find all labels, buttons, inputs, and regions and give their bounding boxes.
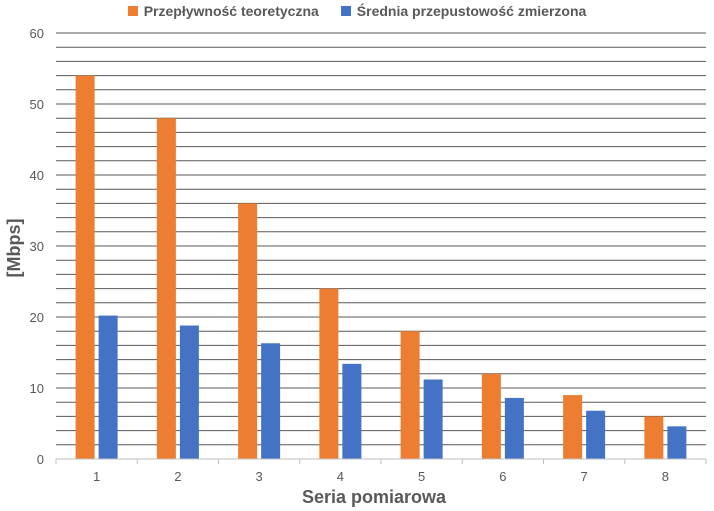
y-axis-title: [Mbps] xyxy=(4,219,24,278)
y-tick-label: 50 xyxy=(30,97,44,112)
x-tick-label: 2 xyxy=(174,469,181,484)
legend: Przepływność teoretyczna Średnia przepus… xyxy=(0,3,714,19)
bar-measured xyxy=(667,426,687,459)
legend-label-measured: Średnia przepustowość zmierzona xyxy=(356,3,587,19)
y-tick-label: 60 xyxy=(30,26,44,41)
x-tick-label: 8 xyxy=(662,469,669,484)
bar-measured xyxy=(261,343,281,459)
gridlines xyxy=(56,32,706,446)
y-axis: 0 10 20 30 40 50 60 xyxy=(30,26,44,467)
legend-item-measured: Średnia przepustowość zmierzona xyxy=(340,3,587,19)
bar-theoretical xyxy=(75,75,95,459)
x-tick-label: 6 xyxy=(499,469,506,484)
x-tick-label: 4 xyxy=(337,469,344,484)
x-axis: 1 2 3 4 5 6 7 8 xyxy=(55,458,707,484)
bar-measured xyxy=(98,315,118,459)
y-tick-label: 40 xyxy=(30,168,44,183)
bar-theoretical xyxy=(156,118,176,459)
y-tick-label: 0 xyxy=(37,452,44,467)
x-tick-label: 5 xyxy=(418,469,425,484)
bar-measured xyxy=(179,325,199,459)
bar-theoretical xyxy=(644,416,664,459)
x-axis-title: Seria pomiarowa xyxy=(302,487,447,507)
bar-theoretical xyxy=(563,395,583,459)
bar-measured xyxy=(423,379,443,459)
bar-theoretical xyxy=(400,331,420,459)
y-tick-label: 30 xyxy=(30,239,44,254)
legend-swatch-orange xyxy=(127,6,138,16)
bar-theoretical xyxy=(481,373,501,459)
bar-measured xyxy=(504,397,524,459)
bar-theoretical xyxy=(238,203,258,459)
x-tick-label: 7 xyxy=(581,469,588,484)
y-tick-label: 10 xyxy=(30,381,44,396)
x-tick-label: 3 xyxy=(256,469,263,484)
legend-swatch-blue xyxy=(340,6,351,16)
bar-measured xyxy=(586,410,606,459)
y-tick-label: 20 xyxy=(30,310,44,325)
bar-theoretical xyxy=(319,288,339,459)
bars xyxy=(75,75,687,459)
legend-item-theoretical: Przepływność teoretyczna xyxy=(127,3,319,19)
x-tick-label: 1 xyxy=(93,469,100,484)
bar-measured xyxy=(342,363,362,459)
legend-label-theoretical: Przepływność teoretyczna xyxy=(143,3,319,19)
